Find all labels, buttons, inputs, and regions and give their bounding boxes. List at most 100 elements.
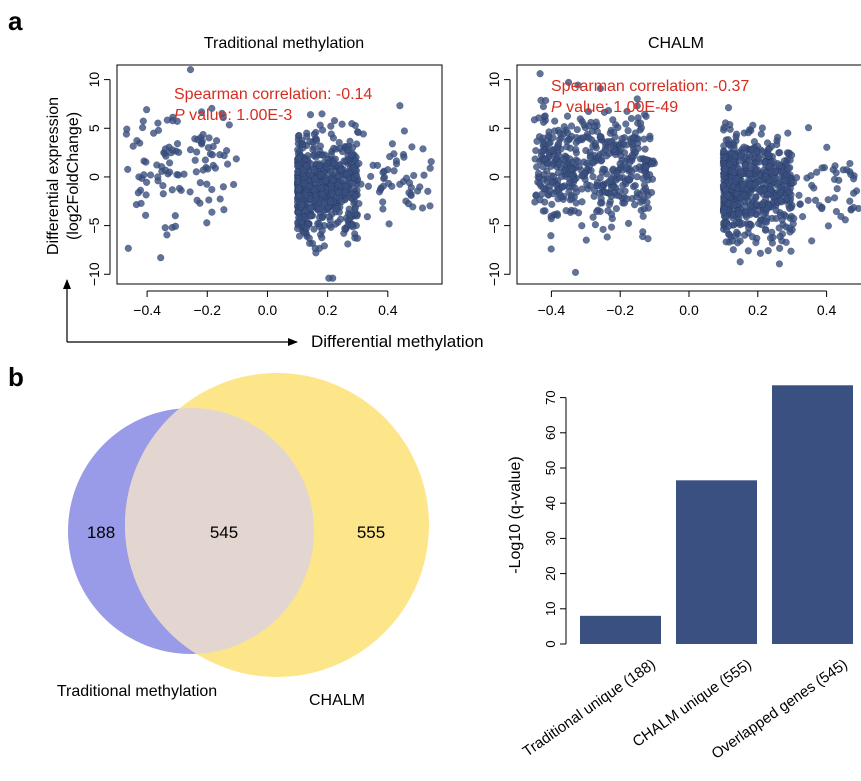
bar-chart-xlabels: Traditional unique (188)CHALM unique (55… — [520, 656, 851, 763]
venn-diagram: 188 545 555 Traditional methylation CHAL… — [57, 373, 429, 709]
scatter-point — [396, 180, 404, 188]
scatter-point — [737, 167, 745, 176]
scatter-point — [327, 130, 335, 138]
scatter-point — [630, 201, 639, 209]
scatter-point — [733, 239, 742, 247]
scatter-point — [768, 228, 776, 236]
scatter-point — [129, 142, 137, 150]
scatter-point — [320, 199, 328, 207]
scatter-point — [340, 157, 348, 165]
scatter-point — [603, 233, 611, 241]
scatter-point — [724, 104, 733, 112]
scatter-point — [194, 136, 202, 144]
venn-count-overlap: 545 — [210, 523, 238, 542]
scatter-point — [832, 207, 841, 216]
scatter-point — [730, 144, 738, 153]
scatter-point — [309, 151, 318, 160]
scatter-point — [568, 165, 576, 174]
scatter-point — [824, 222, 833, 230]
scatter-point — [640, 110, 649, 118]
scatter-point — [186, 188, 194, 196]
scatter-point — [610, 128, 618, 136]
scatter-point — [624, 219, 633, 228]
scatter-point — [532, 163, 541, 171]
scatter-point — [301, 191, 309, 199]
scatter-point — [746, 202, 755, 210]
scatter-point — [208, 104, 216, 113]
scatter-point — [192, 168, 200, 176]
scatter-yaxis-chalm: −10 −5 0 5 10 — [486, 72, 511, 286]
scatter-point — [137, 199, 145, 208]
scatter-point — [396, 102, 404, 110]
scatter-point — [578, 185, 586, 193]
scatter-point — [565, 188, 573, 196]
x-tick-label: 0.0 — [679, 302, 699, 318]
scatter-point — [168, 186, 176, 194]
scatter-point — [173, 140, 182, 148]
scatter-title-chalm: CHALM — [648, 35, 704, 52]
scatter-point — [849, 175, 858, 183]
scatter-point — [204, 143, 212, 152]
scatter-point — [720, 153, 728, 162]
scatter-point — [199, 166, 207, 174]
scatter-point — [138, 123, 147, 132]
scatter-point — [811, 196, 820, 204]
scatter-point — [310, 166, 318, 174]
scatter-point — [547, 215, 555, 223]
scatter-point — [171, 222, 180, 230]
scatter-point — [175, 184, 184, 193]
scatter-point — [824, 196, 832, 204]
scatter-point — [593, 178, 602, 187]
scatter-point — [540, 170, 548, 179]
scatter-point — [530, 116, 539, 124]
scatter-point — [775, 260, 784, 268]
bar — [580, 615, 661, 644]
scatter-point — [408, 143, 416, 151]
scatter-point — [354, 128, 362, 137]
scatter-point — [350, 184, 358, 193]
scatter-point — [560, 123, 568, 131]
scatter-point — [562, 206, 570, 215]
scatter-point — [833, 185, 841, 193]
scatter-point — [320, 242, 329, 250]
scatter-point — [739, 181, 747, 189]
scatter-point — [373, 161, 382, 170]
scatter-point — [756, 249, 765, 257]
scatter-point — [337, 165, 345, 174]
scatter-point — [823, 143, 831, 151]
scatter-point — [753, 165, 761, 174]
scatter-point — [790, 214, 798, 223]
venn-label-chalm: CHALM — [309, 692, 365, 709]
scatter-point — [839, 166, 847, 174]
scatter-point — [327, 223, 335, 232]
scatter-point — [722, 238, 730, 246]
scatter-point — [763, 139, 772, 147]
scatter-point — [157, 162, 166, 171]
scatter-point — [302, 224, 311, 233]
scatter-point — [808, 181, 816, 190]
scatter-point — [315, 220, 323, 228]
pvalue-text-traditional: value: 1.00E-3 — [185, 107, 293, 124]
scatter-point — [631, 181, 639, 190]
bar-chart: 0 10 20 30 40 50 60 70 Traditional unique (188)… — [507, 385, 853, 763]
scatter-point — [168, 146, 177, 154]
scatter-point — [598, 156, 606, 164]
scatter-point — [400, 153, 408, 161]
scatter-point — [776, 232, 784, 241]
shared-ylabel-line2: (log2FoldChange) — [65, 112, 82, 240]
scatter-point — [775, 148, 784, 157]
scatter-point — [295, 191, 303, 200]
scatter-point — [639, 196, 647, 205]
scatter-point — [610, 183, 618, 191]
scatter-point — [558, 172, 566, 181]
scatter-point — [545, 139, 553, 148]
scatter-point — [133, 136, 141, 145]
scatter-point — [600, 108, 609, 116]
scatter-point — [563, 137, 571, 145]
bar-y-tick-label: 30 — [543, 531, 558, 545]
scatter-point — [159, 181, 167, 190]
scatter-point — [311, 244, 319, 253]
scatter-point — [142, 106, 151, 114]
scatter-point — [323, 163, 331, 171]
scatter-point — [613, 169, 621, 177]
